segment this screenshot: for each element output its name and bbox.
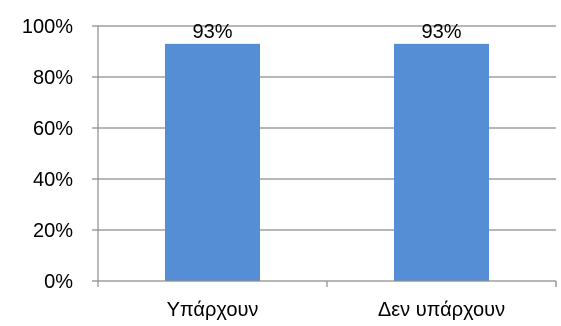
labels: 0% 20% 40% 60% 80% 100% 93% Υπάρχουν 93% Δεν υπάρ… — [22, 16, 505, 321]
x-category-label: Δεν υπάρχουν — [378, 299, 505, 321]
y-tick-label: 60% — [33, 118, 73, 140]
axes — [92, 26, 557, 287]
bar — [393, 43, 490, 281]
x-category-label: Υπάρχουν — [167, 299, 259, 321]
bar — [164, 43, 261, 281]
y-tick-label: 100% — [22, 16, 73, 38]
bars — [164, 43, 490, 281]
y-tick-label: 80% — [33, 67, 73, 89]
data-label: 93% — [421, 21, 461, 43]
y-tick-label: 20% — [33, 220, 73, 242]
y-tick-label: 40% — [33, 169, 73, 191]
data-label: 93% — [192, 21, 232, 43]
y-tick-label: 0% — [44, 271, 73, 293]
